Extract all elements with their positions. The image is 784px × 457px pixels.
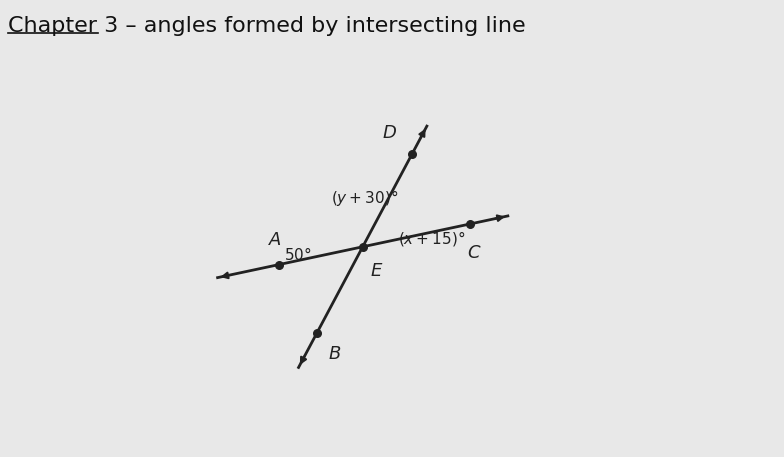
Point — [310, 329, 323, 337]
Text: D: D — [383, 124, 397, 142]
Text: E: E — [371, 262, 382, 281]
Text: $(y + 30)°$: $(y + 30)°$ — [332, 188, 399, 208]
Text: C: C — [467, 244, 480, 261]
Text: Chapter 3 – angles formed by intersecting line: Chapter 3 – angles formed by intersectin… — [8, 16, 525, 36]
Point — [463, 220, 476, 228]
Text: Chapter 3 – angles formed by intersecting line: Chapter 3 – angles formed by intersectin… — [8, 16, 525, 36]
Text: B: B — [328, 345, 341, 363]
Point — [272, 261, 285, 268]
Point — [406, 150, 419, 157]
Point — [357, 243, 369, 250]
Text: A: A — [269, 231, 281, 249]
Text: $(x + 15)°$: $(x + 15)°$ — [397, 229, 465, 249]
Text: $50°$: $50°$ — [285, 246, 312, 263]
